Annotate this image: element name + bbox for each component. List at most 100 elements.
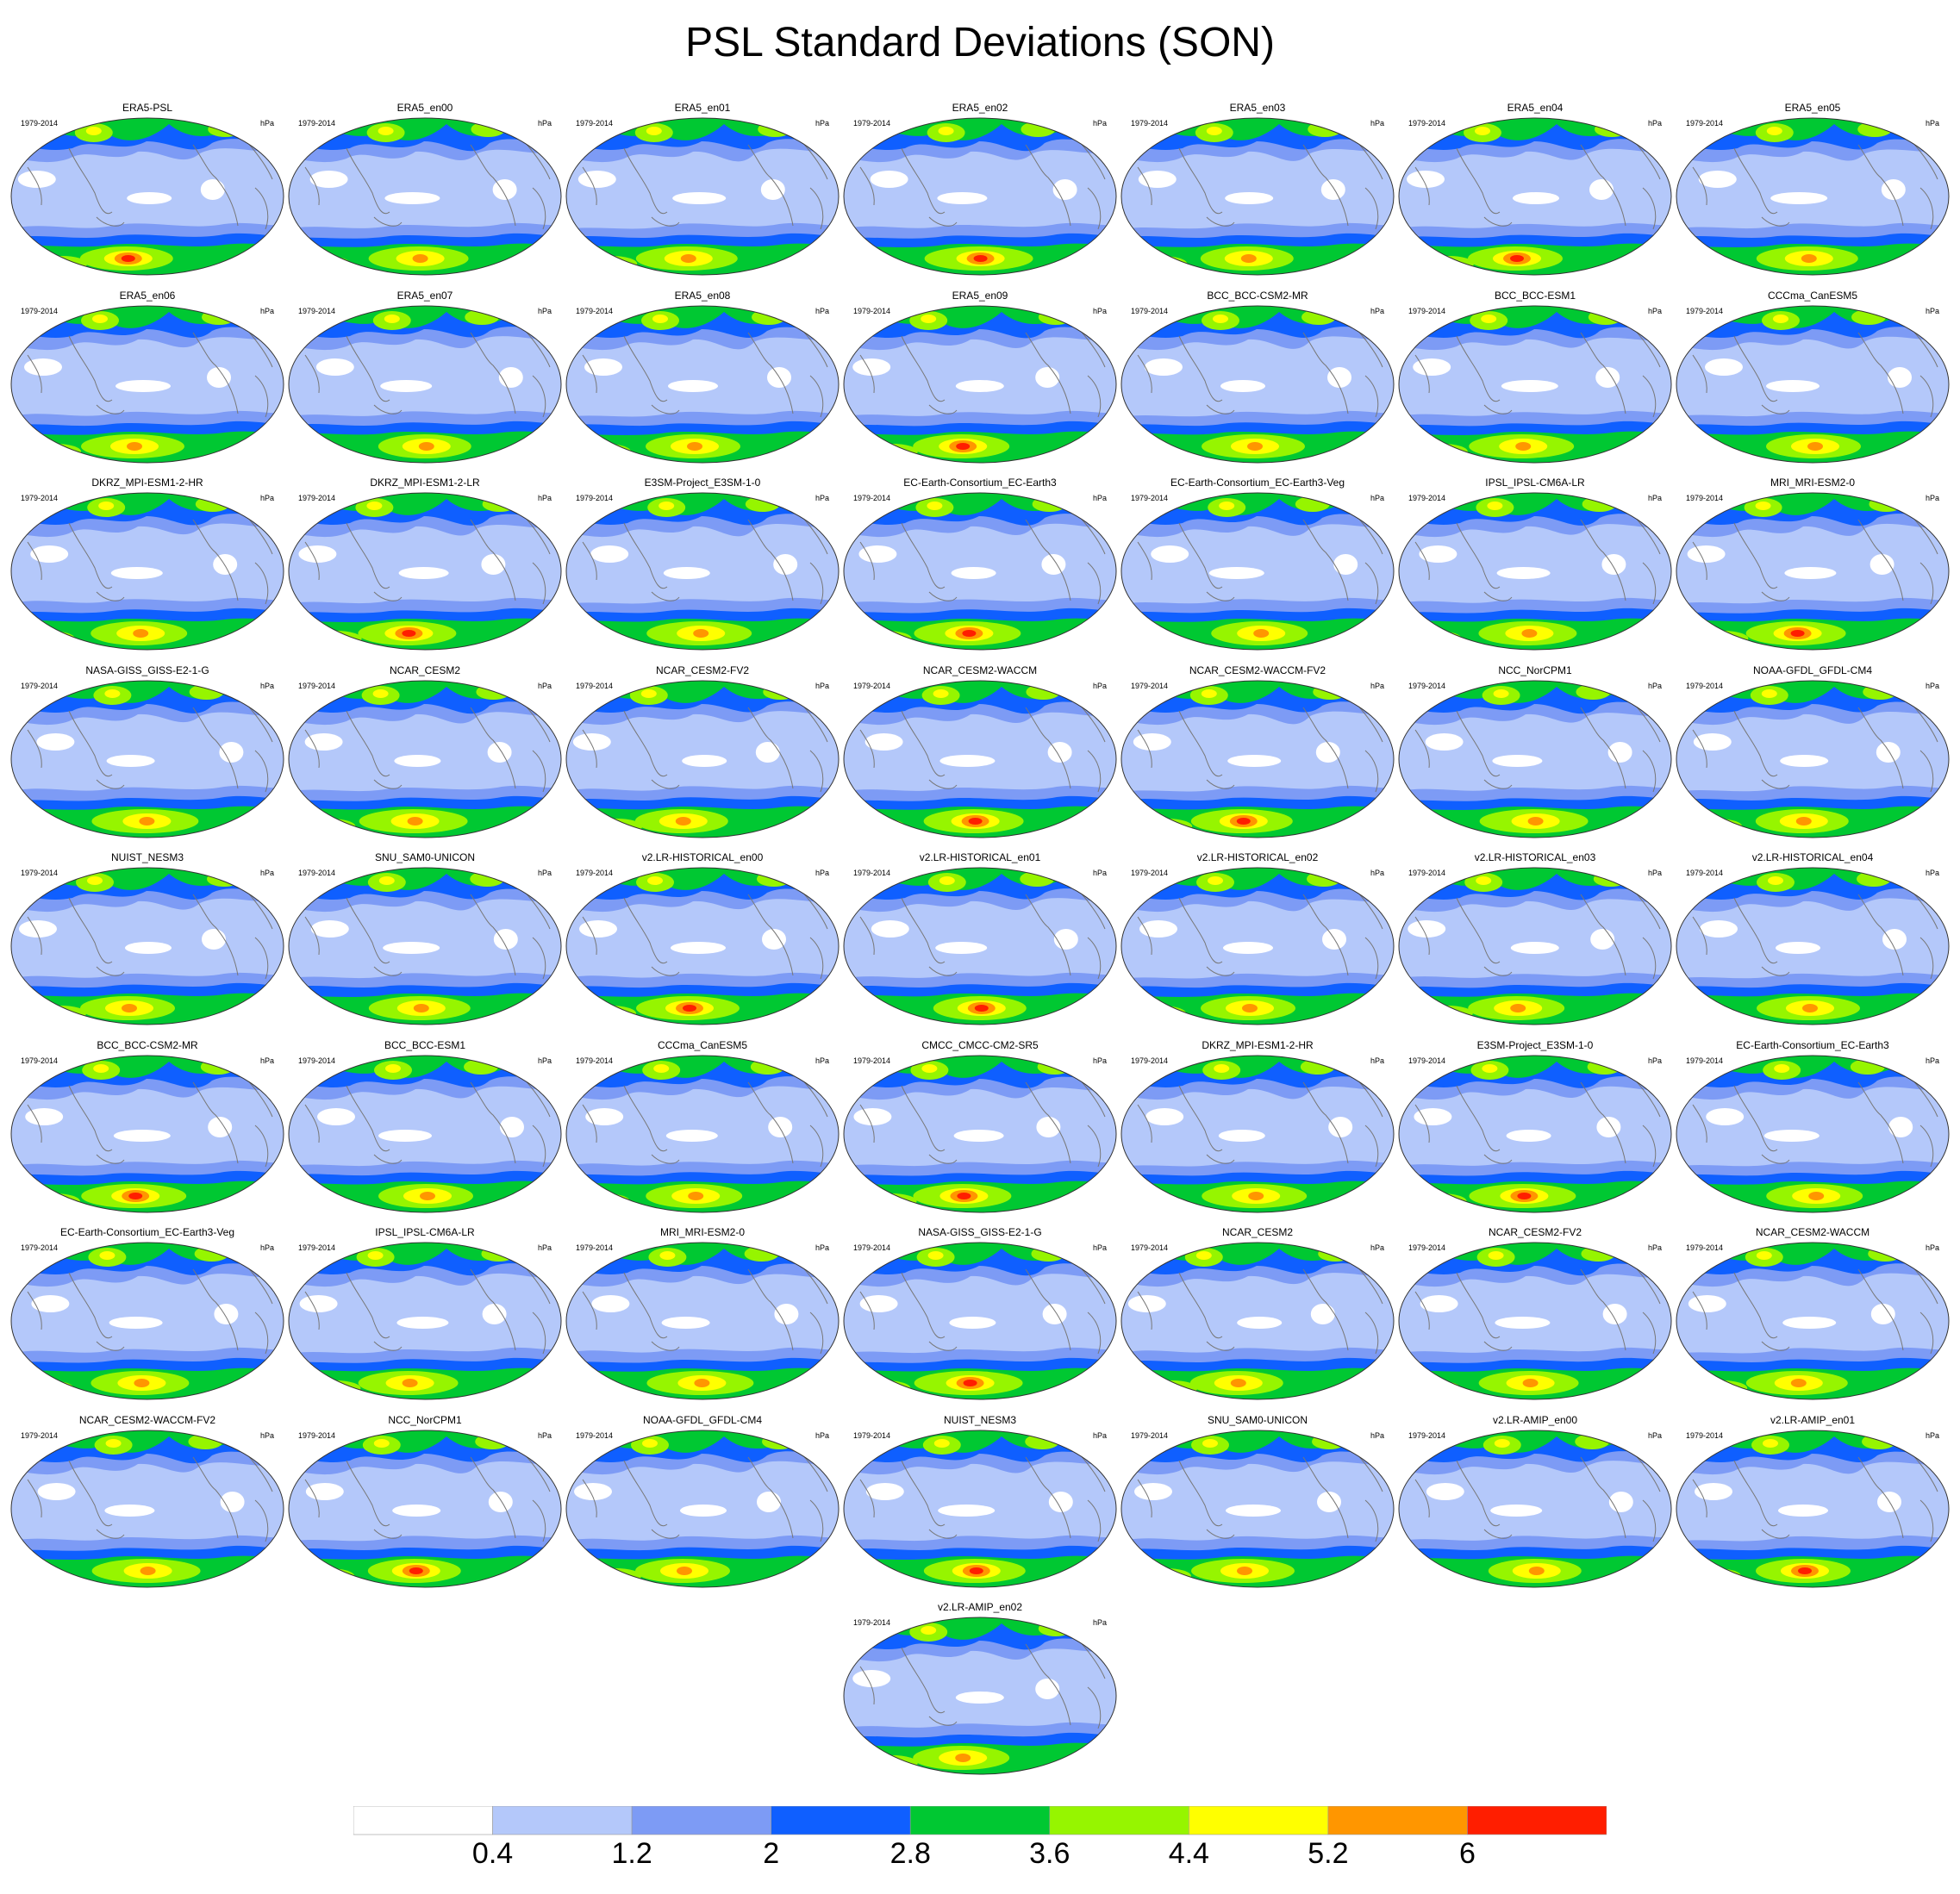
- map-panel: ERA5_en02 1979-2014 hPa: [841, 97, 1119, 277]
- contour-map: [288, 1242, 562, 1400]
- contour-map: [1398, 867, 1672, 1025]
- colorbar-tick-label: 2.8: [889, 1837, 931, 1870]
- panel-title: NCAR_CESM2-WACCM: [1755, 1226, 1870, 1238]
- units-label: hPa: [815, 869, 829, 877]
- map-panel: NCAR_CESM2-FV2 1979-2014 hPa: [564, 659, 841, 840]
- map-panel: v2.LR-HISTORICAL_en01 1979-2014 hPa: [841, 846, 1119, 1027]
- contour-map: [843, 117, 1117, 276]
- contour-map: [843, 1617, 1117, 1775]
- colorbar-swatch: [492, 1806, 633, 1835]
- units-label: hPa: [1370, 1056, 1384, 1065]
- period-label: 1979-2014: [21, 494, 59, 502]
- contour-map: [10, 867, 284, 1025]
- contour-map: [843, 1430, 1117, 1587]
- contour-map: [843, 1055, 1117, 1212]
- units-label: hPa: [259, 1430, 274, 1440]
- period-label: 1979-2014: [853, 681, 891, 690]
- map-panel: ERA5_en09 1979-2014 hPa: [841, 284, 1119, 465]
- map-panel: ERA5_en05 1979-2014 hPa: [1674, 97, 1951, 277]
- contour-map: [1676, 1055, 1950, 1212]
- units-label: hPa: [537, 119, 552, 128]
- period-label: 1979-2014: [1408, 869, 1446, 877]
- panel-title: v2.LR-AMIP_en00: [1492, 1413, 1578, 1426]
- map-panel: NASA-GISS_GISS-E2-1-G 1979-2014 hPa: [841, 1221, 1119, 1402]
- map-panel: ERA5_en08 1979-2014 hPa: [564, 284, 841, 465]
- panel-title: DKRZ_MPI-ESM1-2-HR: [1202, 1038, 1314, 1051]
- contour-map: [1120, 117, 1395, 276]
- period-label: 1979-2014: [21, 1243, 59, 1252]
- units-label: hPa: [259, 869, 274, 877]
- map-panel: BCC_BCC-ESM1 1979-2014 hPa: [286, 1034, 564, 1215]
- map-panel: EC-Earth-Consortium_EC-Earth3 1979-2014 hP…: [1674, 1034, 1951, 1215]
- contour-map: [288, 117, 562, 276]
- panel-title: BCC_BCC-CSM2-MR: [97, 1038, 198, 1051]
- period-label: 1979-2014: [1686, 1056, 1724, 1065]
- contour-map: [565, 1430, 840, 1587]
- map-panel: v2.LR-HISTORICAL_en03 1979-2014 hPa: [1396, 846, 1674, 1027]
- colorbar-swatch: [1049, 1806, 1189, 1835]
- map-panel: DKRZ_MPI-ESM1-2-LR 1979-2014 hPa: [286, 471, 564, 652]
- colorbar-tick-label: 0.4: [471, 1837, 514, 1870]
- units-label: hPa: [1647, 1243, 1662, 1252]
- contour-map: [1676, 492, 1950, 651]
- map-panel: SNU_SAM0-UNICON 1979-2014 hPa: [286, 846, 564, 1027]
- period-label: 1979-2014: [1408, 306, 1446, 315]
- colorbar: 0.4 1.2 2 2.8 3.6 4.4 5.2 6: [353, 1806, 1607, 1884]
- panel-title: DKRZ_MPI-ESM1-2-LR: [370, 477, 480, 489]
- contour-map: [843, 1242, 1117, 1400]
- panel-title: ERA5_en08: [674, 289, 731, 302]
- period-label: 1979-2014: [1131, 681, 1169, 690]
- contour-map: [10, 305, 284, 463]
- colorbar-swatch: [353, 1806, 493, 1835]
- map-panel: v2.LR-HISTORICAL_en00 1979-2014 hPa: [564, 846, 841, 1027]
- colorbar-tick-label: 2: [763, 1837, 780, 1870]
- period-label: 1979-2014: [576, 869, 614, 877]
- map-panel: ERA5-PSL 1979-2014 hPa: [9, 97, 286, 277]
- period-label: 1979-2014: [1686, 869, 1724, 877]
- map-panel: ERA5_en04 1979-2014 hPa: [1396, 97, 1674, 277]
- units-label: hPa: [1370, 1430, 1384, 1440]
- panel-title: ERA5-PSL: [122, 102, 173, 114]
- units-label: hPa: [259, 494, 274, 502]
- contour-map: [1120, 1242, 1395, 1400]
- map-panel: EC-Earth-Consortium_EC-Earth3-Veg 1979-20…: [1119, 471, 1396, 652]
- panel-title: NASA-GISS_GISS-E2-1-G: [918, 1226, 1042, 1238]
- period-label: 1979-2014: [1686, 681, 1724, 690]
- contour-map: [10, 117, 284, 276]
- map-panel: NCAR_CESM2-WACCM 1979-2014 hPa: [841, 659, 1119, 840]
- map-panel: NCC_NorCPM1 1979-2014 hPa: [286, 1409, 564, 1590]
- period-label: 1979-2014: [298, 494, 336, 502]
- period-label: 1979-2014: [576, 306, 614, 315]
- panel-title: v2.LR-HISTORICAL_en02: [1196, 851, 1319, 863]
- units-label: hPa: [815, 1243, 829, 1252]
- contour-map: [565, 305, 840, 463]
- units-label: hPa: [537, 1056, 552, 1065]
- panel-title: ERA5_en06: [119, 289, 176, 302]
- contour-map: [1398, 492, 1672, 651]
- units-label: hPa: [815, 1430, 829, 1440]
- period-label: 1979-2014: [298, 119, 336, 128]
- panel-title: ERA5_en02: [952, 102, 1008, 114]
- period-label: 1979-2014: [853, 306, 891, 315]
- contour-map: [843, 867, 1117, 1025]
- units-label: hPa: [815, 1056, 829, 1065]
- panel-title: BCC_BCC-ESM1: [1494, 289, 1576, 302]
- map-panel: E3SM-Project_E3SM-1-0 1979-2014 hPa: [1396, 1034, 1674, 1215]
- period-label: 1979-2014: [1408, 1056, 1446, 1065]
- panel-title: v2.LR-HISTORICAL_en00: [641, 851, 764, 863]
- period-label: 1979-2014: [21, 306, 59, 315]
- colorbar-tick-label: 5.2: [1308, 1837, 1349, 1870]
- map-panel: ERA5_en06 1979-2014 hPa: [9, 284, 286, 465]
- panel-title: BCC_BCC-CSM2-MR: [1207, 289, 1308, 302]
- units-label: hPa: [1925, 119, 1939, 128]
- period-label: 1979-2014: [21, 1056, 59, 1065]
- map-panel: CMCC_CMCC-CM2-SR5 1979-2014 hPa: [841, 1034, 1119, 1215]
- contour-map: [565, 680, 840, 838]
- period-label: 1979-2014: [1131, 494, 1169, 502]
- contour-map: [1676, 867, 1950, 1025]
- units-label: hPa: [259, 306, 274, 315]
- units-label: hPa: [1925, 306, 1939, 315]
- panel-title: EC-Earth-Consortium_EC-Earth3: [903, 477, 1057, 489]
- units-label: hPa: [1647, 869, 1662, 877]
- units-label: hPa: [815, 494, 829, 502]
